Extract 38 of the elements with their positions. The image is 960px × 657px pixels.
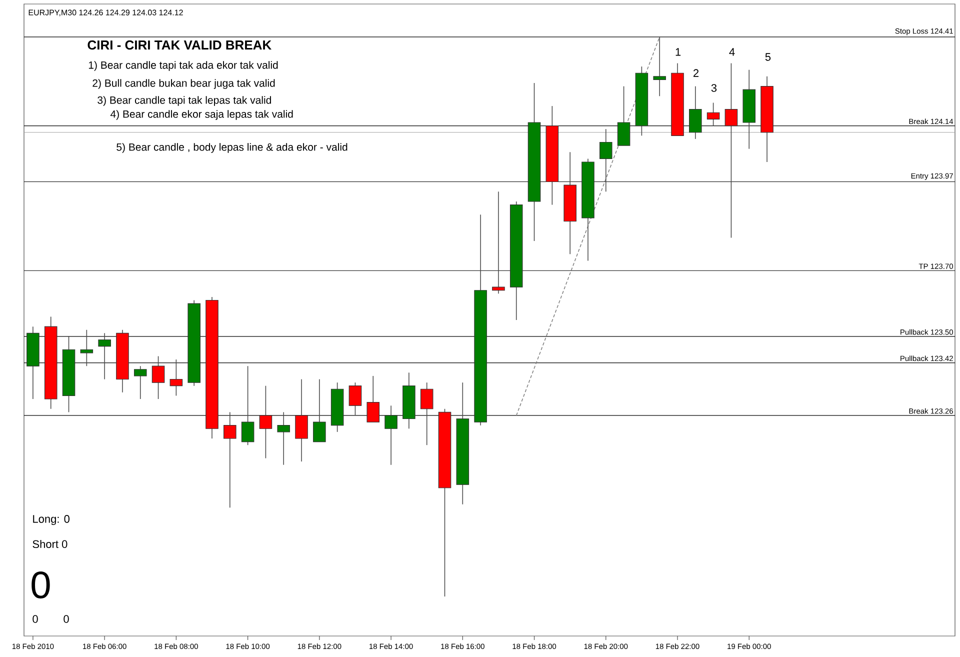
annotation: 0 (32, 615, 38, 623)
annotation: Long: 0 (33, 515, 70, 526)
annotation: 0 (32, 572, 50, 598)
candlestick (366, 376, 380, 422)
candlestick (134, 366, 147, 400)
annotation: 4) Bear candle ekor saja lepas tak valid (110, 110, 293, 120)
candlestick (348, 382, 362, 416)
annotation: 3 (711, 84, 717, 92)
annotation: Short 0 (32, 540, 68, 548)
candlestick (152, 356, 165, 400)
candlestick (420, 382, 434, 446)
candlestick (599, 128, 612, 192)
candlestick (295, 378, 308, 462)
candlestick (98, 332, 111, 380)
annotation: 4 (729, 48, 735, 56)
candlestick (277, 412, 290, 466)
annotation: EURJPY,M30 124.26 124.29 124.03 124.12 (28, 10, 183, 16)
candlestick (617, 86, 630, 146)
candlestick (492, 191, 505, 294)
candlestick (653, 36, 666, 97)
annotation: 3) Bear candle tapi tak lepas tak valid (98, 96, 271, 106)
annotation: 5 (765, 53, 771, 61)
text: CIRI - CIRI TAK VALID BREAK (88, 40, 272, 50)
annotation: 5) Bear candle , body lepas line & ada ekor - valid (116, 143, 348, 153)
candlestick (170, 359, 183, 396)
candlestick (241, 366, 254, 446)
annotation: 1) Bear candle tapi tak ada ekor tak valid (88, 61, 278, 71)
annotation: 0 (64, 615, 69, 623)
candlestick (724, 62, 738, 238)
candlestick (384, 405, 398, 466)
annotation: 2) Bull candle bukan bear juga tak valid (92, 79, 275, 89)
candlestick (689, 86, 702, 140)
annotation: 1 (676, 48, 681, 56)
candlestick (313, 378, 326, 442)
annotation: 2 (693, 69, 699, 77)
candlestick (259, 385, 272, 459)
candlestick (706, 102, 720, 126)
candlestick (224, 412, 236, 508)
